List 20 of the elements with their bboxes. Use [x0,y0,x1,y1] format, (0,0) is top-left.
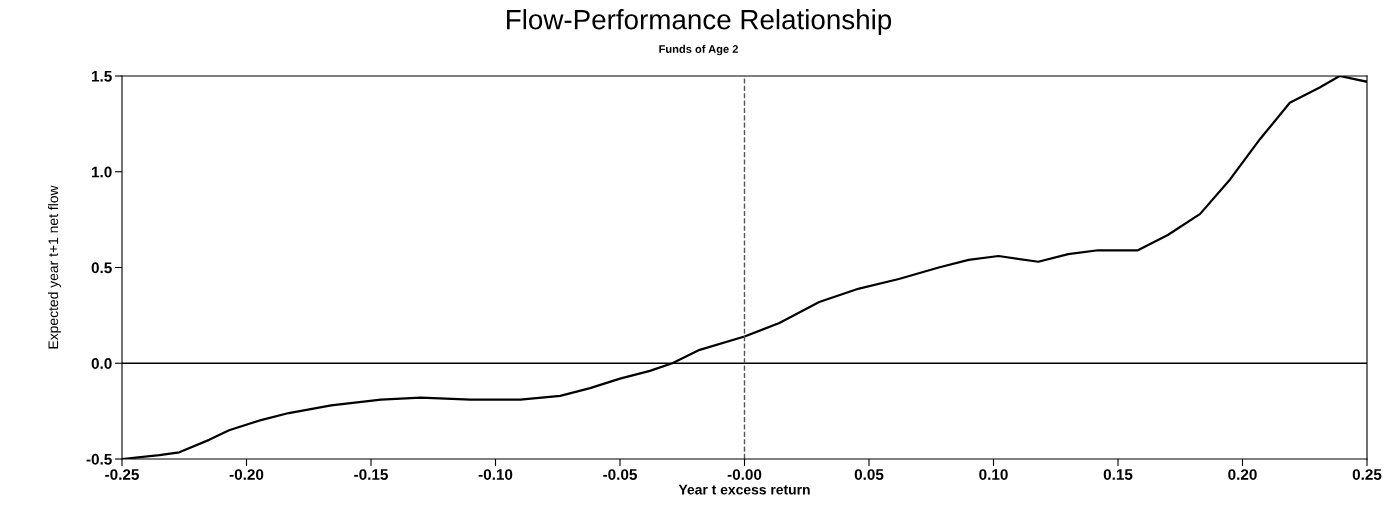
x-tick-label: 0.25 [1352,469,1382,480]
x-tick-label: -0.05 [603,469,637,480]
x-tick-label: -0.20 [229,469,264,480]
x-tick-label: 0.15 [1103,469,1133,480]
x-axis-title: Year t excess return [678,484,810,495]
x-tick-label: -0.10 [478,469,513,480]
x-tick-label: 0.05 [854,469,884,480]
y-tick-label: -0.5 [86,453,112,465]
y-tick-label: 1.5 [92,71,112,82]
x-tick-label: 0.10 [979,469,1008,480]
x-tick-label: -0.15 [354,469,388,480]
x-tick-label: -0.25 [105,469,139,480]
y-tick-label: 1.0 [92,166,112,178]
y-tick-label: 0.0 [91,358,112,369]
y-axis-title: Expected year t+1 net flow [48,185,61,349]
chart-subtitle: Funds of Age 2 [659,44,738,56]
chart-title: Flow-Performance Relationship [507,9,892,35]
y-tick-label: 0.5 [91,262,112,274]
x-tick-label: 0.20 [1228,469,1257,480]
x-tick-label: -0.00 [727,469,762,480]
